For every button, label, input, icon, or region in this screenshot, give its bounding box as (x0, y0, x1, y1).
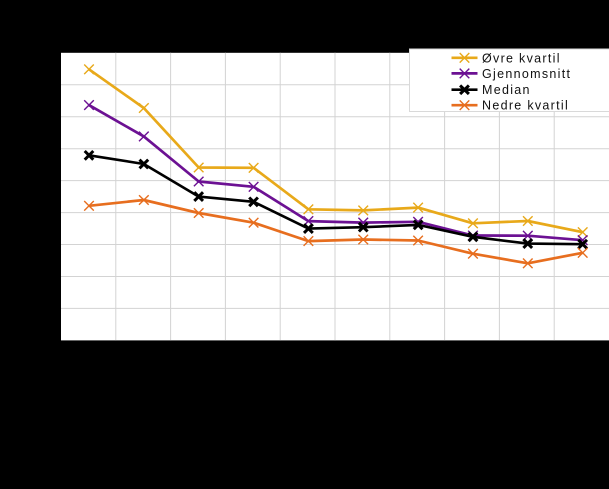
svg-text:Øvre kvartil: Øvre kvartil (482, 51, 561, 65)
svg-text:Median: Median (482, 83, 531, 97)
svg-text:Gjennomsnitt: Gjennomsnitt (482, 67, 571, 81)
svg-text:Nedre kvartil: Nedre kvartil (482, 99, 569, 113)
